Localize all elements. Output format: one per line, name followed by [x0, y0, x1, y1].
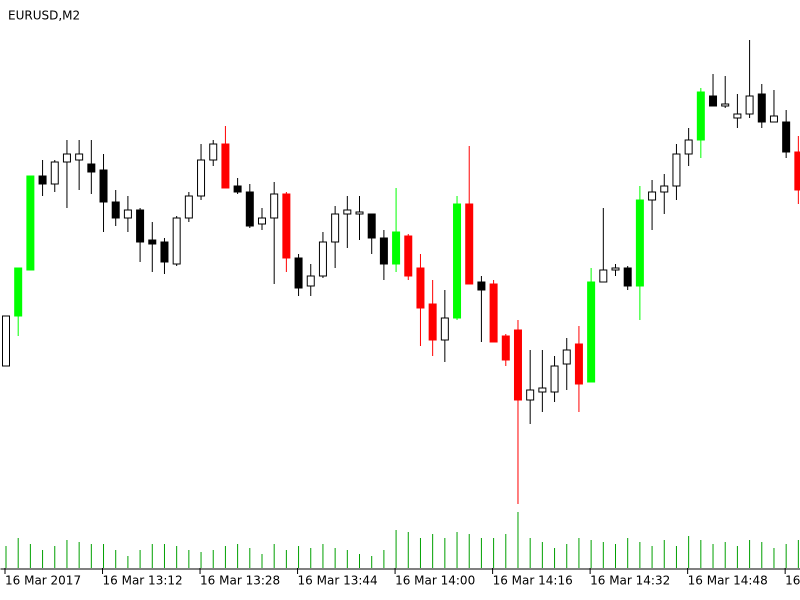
candle-body — [75, 153, 84, 161]
candle-body — [684, 139, 693, 155]
candle-body — [318, 241, 327, 277]
candle-body — [99, 169, 108, 203]
x-tick-label: 16 Mar 2017 — [5, 574, 81, 588]
candle-body — [148, 239, 157, 245]
candle-body — [635, 199, 644, 287]
candle-body — [513, 329, 522, 401]
x-tick-label: 16 Mar 13:44 — [298, 574, 378, 588]
x-tick-label: 16 Mar 13:28 — [200, 574, 280, 588]
candle-body — [696, 91, 705, 141]
candle-body — [501, 335, 510, 361]
x-tick-label: 16 Mar 13:12 — [103, 574, 183, 588]
candle-body — [404, 235, 413, 277]
candle-body — [477, 281, 486, 291]
x-tick-label: 16 — [785, 574, 800, 588]
candle-body — [392, 231, 401, 265]
candle-body — [123, 209, 132, 219]
candle-body — [14, 267, 23, 317]
candle-body — [672, 153, 681, 187]
candle-body — [184, 195, 193, 219]
candle-body — [2, 315, 10, 367]
candle-body — [355, 211, 364, 215]
candle-body — [465, 203, 474, 285]
candle-body — [282, 193, 291, 259]
candle-body — [733, 113, 742, 119]
x-tick-label: 16 Mar 14:32 — [590, 574, 670, 588]
candle-body — [745, 95, 754, 115]
candle-body — [562, 349, 571, 365]
candle-body — [440, 317, 449, 341]
candle-body — [794, 151, 800, 191]
chart-title: EURUSD,M2 — [8, 9, 80, 23]
candle-body — [453, 203, 462, 319]
candle-body — [62, 153, 71, 163]
candle-body — [428, 303, 437, 341]
candle-body — [550, 365, 559, 393]
candle-body — [172, 217, 181, 265]
candle-body — [209, 143, 218, 161]
candle-body — [489, 283, 498, 343]
candle-body — [221, 143, 230, 189]
candle-body — [197, 159, 206, 197]
candle-body — [623, 267, 632, 287]
candle-body — [367, 213, 376, 239]
candle-body — [87, 163, 96, 173]
candle-body — [38, 175, 47, 185]
candle-body — [599, 269, 608, 283]
candle-body — [257, 217, 266, 225]
candle-body — [294, 257, 303, 289]
candle-body — [379, 237, 388, 265]
candle-body — [757, 93, 766, 123]
candle-body — [136, 209, 145, 243]
candle-body — [306, 275, 315, 287]
candle-body — [160, 241, 169, 263]
x-tick-label: 16 Mar 14:48 — [688, 574, 768, 588]
candle-body — [782, 121, 791, 153]
candle-body — [721, 103, 730, 107]
candle-body — [270, 193, 279, 219]
candle-body — [50, 161, 59, 185]
candle-body — [611, 267, 620, 271]
candle-body — [245, 191, 254, 227]
candle-body — [538, 387, 547, 393]
candle-body — [660, 185, 669, 193]
x-tick-label: 16 Mar 14:16 — [493, 574, 573, 588]
candle-body — [26, 175, 35, 271]
candle-body — [416, 267, 425, 309]
candle-body — [526, 389, 535, 401]
candle-body — [343, 209, 352, 215]
candle-body — [587, 281, 596, 383]
candle-body — [648, 191, 657, 201]
candle-body — [574, 343, 583, 385]
candle-body — [233, 185, 242, 193]
candle-body — [709, 95, 718, 107]
candle-body — [111, 201, 120, 219]
candle-body — [331, 213, 340, 243]
candle-body — [769, 115, 778, 123]
x-tick-label: 16 Mar 14:00 — [395, 574, 475, 588]
